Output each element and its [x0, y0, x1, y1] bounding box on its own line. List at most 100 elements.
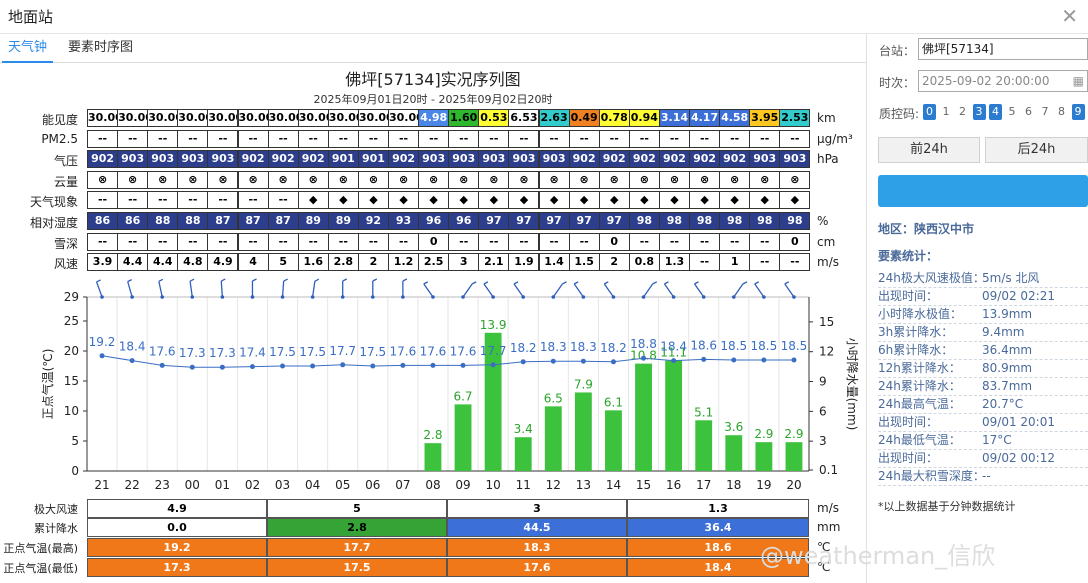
grid-cell: ⊗	[267, 170, 299, 189]
qc-code-toggle[interactable]: 2	[959, 105, 966, 118]
stat-value: 09/01 20:01	[982, 415, 1055, 429]
x-tick-label: 11	[516, 478, 531, 492]
qc-code-toggle[interactable]: 1	[942, 105, 950, 118]
stat-key: 24h最低气温：	[878, 433, 961, 447]
y-tick-label: 25	[64, 314, 79, 328]
grid-cell: --	[749, 253, 781, 272]
grid-cell: 0.53	[478, 109, 510, 127]
temperature-label: 17.6	[450, 344, 477, 358]
precip-label: 7.9	[574, 377, 593, 391]
stat-key: 12h累计降水：	[878, 361, 961, 375]
y-tick-label: 5	[71, 434, 79, 448]
stat-value: 36.4mm	[982, 343, 1033, 357]
summary-cell: 0.0	[87, 518, 267, 537]
close-icon[interactable]: ✕	[1061, 4, 1078, 28]
tab-element-timeseries[interactable]: 要素时序图	[68, 40, 134, 55]
grid-cell: ⊗	[297, 170, 329, 189]
time-input[interactable]: 2025-09-02 20:00:00 ▦	[918, 70, 1088, 92]
grid-cell: 96	[448, 212, 480, 230]
y-tick-label: 20	[64, 344, 79, 358]
grid-cell: 0.49	[568, 109, 600, 127]
prev-24h-button[interactable]: 前24h	[878, 137, 980, 163]
wind-barb-flag	[513, 281, 519, 285]
grid-cell: 2.53	[779, 109, 811, 127]
grid-cell: ⊗	[779, 170, 811, 189]
grid-cell: --	[177, 129, 209, 148]
grid-cell: --	[117, 232, 149, 251]
grid-cell: ⊗	[478, 170, 510, 189]
stats-title: 要素统计：	[878, 249, 939, 263]
grid-cell: 98	[719, 212, 751, 230]
summary-cell: 18.3	[447, 538, 627, 557]
x-tick-label: 15	[636, 478, 651, 492]
tab-weather-clock[interactable]: 天气钟	[2, 35, 54, 63]
qc-code-toggle[interactable]: 6	[1025, 105, 1032, 118]
wind-barb-base	[491, 295, 495, 299]
temperature-point	[731, 357, 737, 363]
grid-cell: --	[177, 191, 209, 210]
grid-cell: --	[147, 191, 179, 210]
grid-cell: ◆	[327, 191, 359, 210]
precip-bar	[574, 392, 592, 471]
precip-bar	[514, 437, 532, 471]
grid-cell: 96	[418, 212, 450, 230]
precip-bar	[454, 404, 472, 471]
qc-code-toggle[interactable]: 9	[1071, 104, 1085, 120]
stat-value: 09/02 02:21	[982, 289, 1055, 303]
grid-cell: --	[598, 129, 630, 148]
qc-code-toggle[interactable]: 4	[989, 104, 1002, 120]
stat-key: 出现时间：	[878, 451, 939, 465]
row-unit: hPa	[817, 152, 839, 167]
qc-code-toggle[interactable]: 0	[923, 104, 936, 120]
summary-row-unit: ℃	[817, 560, 831, 574]
grid-cell: ◆	[598, 191, 630, 210]
grid-cell: 903	[147, 150, 179, 169]
grid-cell: --	[478, 129, 510, 148]
grid-cell: --	[719, 232, 751, 251]
temperature-point	[671, 358, 677, 364]
summary-cell: 18.6	[627, 538, 809, 557]
station-input[interactable]: 佛坪[57134]	[918, 38, 1088, 60]
grid-cell: ◆	[658, 191, 690, 210]
grid-cell: 3.9	[87, 253, 119, 272]
stat-key: 24h累计降水：	[878, 379, 961, 393]
qc-code-toggle[interactable]: 7	[1041, 105, 1049, 118]
wind-barb-base	[641, 295, 646, 299]
grid-cell: 4.98	[418, 109, 450, 127]
temperature-label: 18.8	[630, 337, 657, 351]
qc-code-toggle[interactable]: 5	[1008, 105, 1016, 118]
grid-cell: ⊗	[689, 170, 721, 189]
row-label: 风速	[53, 257, 78, 272]
grid-cell: 2.1	[478, 253, 510, 272]
qc-code-toggle[interactable]: 8	[1058, 105, 1065, 118]
grid-cell: 4.4	[147, 253, 179, 272]
grid-cell: 903	[207, 150, 239, 169]
temperature-label: 17.5	[269, 345, 296, 359]
wind-barb-base	[130, 295, 134, 299]
wind-barb	[462, 283, 473, 298]
next-24h-button[interactable]: 后24h	[985, 137, 1088, 163]
grid-cell: 87	[237, 212, 269, 230]
qc-code-toggle[interactable]: 3	[972, 104, 986, 120]
temperature-label: 17.6	[390, 344, 417, 358]
temperature-label: 17.5	[299, 345, 326, 359]
grid-cell: ◆	[388, 191, 420, 210]
row-unit: %	[817, 214, 829, 228]
grid-cell: --	[719, 129, 751, 148]
calendar-icon[interactable]: ▦	[1072, 74, 1084, 88]
grid-cell: ⊗	[388, 170, 420, 189]
precip-label: 2.9	[784, 427, 803, 441]
grid-cell: 30.00	[357, 109, 389, 127]
grid-cell: 0.94	[628, 109, 660, 127]
wind-barb-base	[370, 295, 375, 299]
grid-cell: ⊗	[448, 170, 480, 189]
wind-barb-base	[701, 295, 706, 299]
grid-cell: 97	[478, 212, 510, 230]
grid-cell: ⊗	[207, 170, 239, 189]
x-tick-label: 16	[666, 478, 681, 492]
query-button[interactable]	[878, 175, 1088, 207]
grid-cell: --	[117, 129, 149, 148]
y-tick-label: 0	[71, 464, 79, 478]
grid-cell: 2.8	[327, 253, 359, 272]
grid-cell: 0	[598, 232, 630, 251]
